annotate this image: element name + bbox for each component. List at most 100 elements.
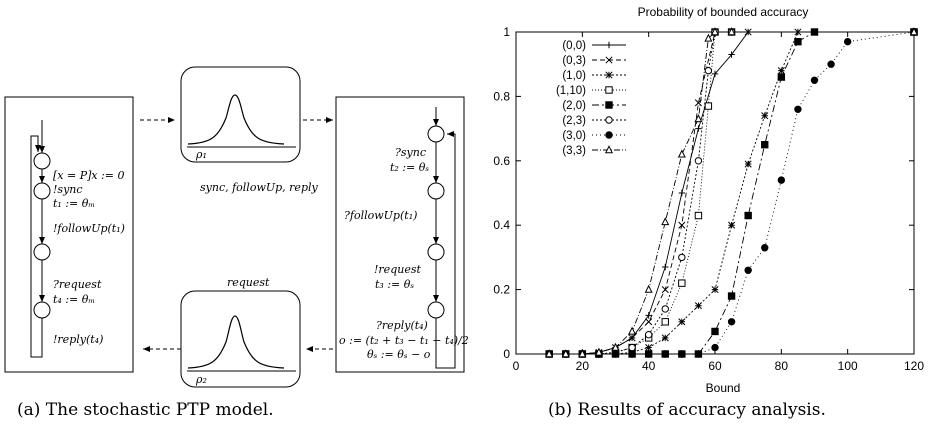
series-2 (545, 28, 918, 358)
data-point (645, 318, 653, 326)
figure-b-caption: (b) Results of accuracy analysis. (548, 400, 826, 420)
data-point (661, 318, 669, 326)
data-point (678, 318, 686, 326)
data-point (561, 349, 570, 358)
data-point (695, 125, 702, 132)
data-point (694, 157, 703, 165)
data-point (710, 27, 720, 36)
master-label-guard: [x = P]x := 0 (53, 169, 125, 182)
data-point (677, 149, 686, 158)
legend-marker (605, 86, 613, 94)
legend-label: (2,0) (562, 100, 586, 112)
series-line (549, 31, 914, 355)
data-point (827, 60, 835, 68)
legend-label: (3,0) (562, 130, 586, 142)
data-point (678, 221, 686, 229)
data-point (728, 51, 735, 58)
data-point (744, 211, 752, 220)
data-point (645, 312, 652, 319)
data-point (711, 286, 719, 294)
legend-marker (605, 101, 613, 109)
master-label-t1: t₁ := θₘ (53, 197, 95, 210)
data-point (628, 343, 636, 352)
series-line (549, 31, 914, 355)
data-point (611, 350, 620, 358)
data-point (704, 33, 713, 42)
legend-marker (605, 116, 613, 124)
delay-distribution-bottom: ρ₂ (180, 290, 301, 388)
data-point (744, 266, 752, 274)
data-point (644, 330, 653, 339)
data-point (761, 112, 769, 120)
data-point (843, 37, 852, 46)
series-7 (545, 27, 919, 358)
delay-top-messages: sync, followUp, reply (200, 181, 318, 194)
x-tick-label: 80 (775, 359, 789, 373)
series-line (549, 31, 915, 355)
legend-label: (2,3) (562, 115, 586, 127)
data-point (678, 350, 686, 358)
x-axis-label: Bound (706, 381, 741, 395)
x-tick-label: 120 (904, 359, 924, 373)
data-point (578, 349, 587, 358)
data-point (545, 349, 554, 358)
data-point (678, 279, 686, 287)
accuracy-chart: Probability of bounded accuracy 0 20 40 60 8… (493, 5, 924, 395)
data-point (628, 334, 636, 342)
legend-label: (0,3) (562, 55, 586, 67)
data-point (727, 318, 736, 326)
series-line (549, 31, 914, 355)
data-point (704, 66, 713, 75)
legend-marker (605, 41, 613, 49)
delay-distribution-top: ρ₁ (180, 66, 301, 163)
data-point (777, 176, 786, 184)
series-3 (545, 28, 918, 358)
data-point (727, 292, 736, 300)
data-point (711, 343, 719, 352)
slave-location-2 (427, 182, 445, 200)
delay-bottom-rho: ρ₂ (195, 373, 207, 386)
data-point (711, 327, 719, 336)
series-line (549, 31, 914, 355)
data-point (694, 350, 703, 358)
legend-label: (3,3) (562, 145, 586, 157)
master-label-sync: !sync (53, 183, 83, 196)
figure-a-caption: (a) The stochastic PTP model. (17, 400, 274, 420)
data-point (744, 160, 752, 168)
data-point (777, 67, 785, 75)
legend-label: (1,10) (556, 85, 586, 97)
series-line (549, 31, 914, 355)
slave-label-sync: ?sync (395, 146, 426, 159)
slave-location-1 (427, 125, 445, 143)
slave-location-3 (427, 243, 445, 261)
data-point (662, 263, 669, 271)
x-tick-label: 20 (576, 359, 590, 373)
data-point (644, 284, 653, 293)
data-point (777, 73, 786, 81)
master-label-t4: t₄ := θₘ (53, 293, 95, 306)
legend-marker (605, 56, 613, 64)
slave-location-4 (427, 301, 445, 319)
chart-title: Probability of bounded accuracy (638, 5, 809, 19)
legend-label: (1,0) (562, 70, 586, 82)
slave-label-request: !request (374, 263, 421, 276)
master-location-3 (33, 243, 51, 261)
y-tick-label: 0.6 (493, 154, 510, 168)
data-point (661, 305, 669, 313)
x-tick-label: 0 (513, 359, 520, 373)
legend-marker (605, 131, 613, 139)
y-tick-label: 0.4 (493, 218, 510, 232)
legend-label: (0,0) (562, 40, 586, 52)
data-point (594, 347, 603, 356)
master-location-4 (33, 301, 51, 319)
data-point (661, 334, 669, 342)
master-label-followup: !followUp(t₁) (53, 222, 125, 235)
data-point (694, 211, 703, 220)
legend-marker (605, 71, 613, 79)
data-point (645, 344, 653, 352)
slave-automaton: ?sync t₂ := θₛ ?followUp(t₁) !request t₃… (335, 96, 469, 373)
data-point (678, 253, 686, 262)
series-6 (545, 28, 918, 358)
master-location-1 (33, 152, 51, 170)
ptp-model-diagram: [x = P]x := 0 !sync t₁ := θₘ !followUp(t… (4, 66, 469, 388)
